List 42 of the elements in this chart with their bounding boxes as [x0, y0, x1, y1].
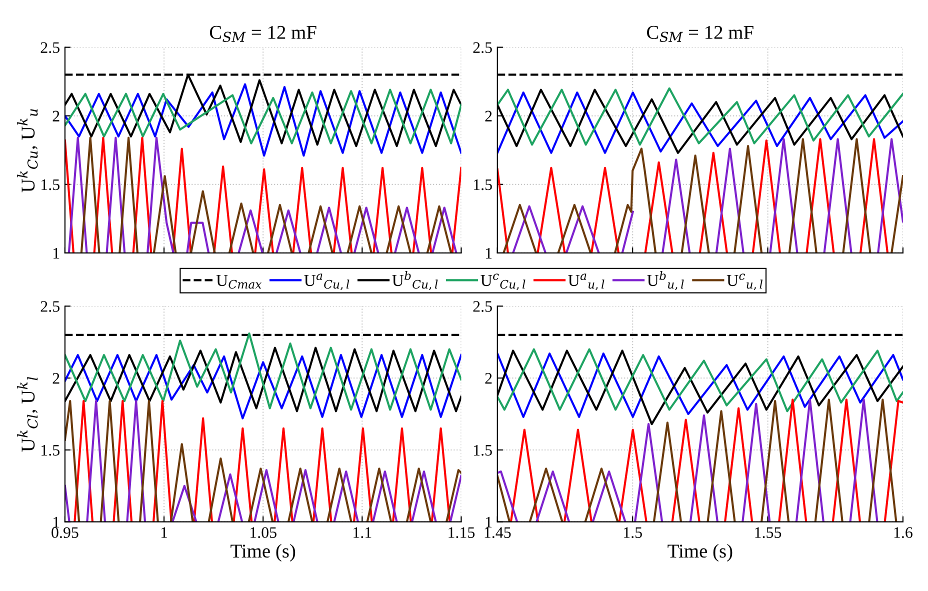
chart-title: C$_{SM}$ = 12 mF	[210, 26, 316, 42]
legend-label: U$^{c}$$_{u,l}$	[726, 274, 763, 290]
y-tick-label: 2	[52, 373, 60, 384]
legend-label: U$^{a}$$_{Cu,l}$	[304, 274, 350, 290]
legend-label: U$^{a}$$_{u,l}$	[568, 274, 604, 290]
line-series	[64, 88, 462, 144]
y-tick-label: 1	[54, 248, 60, 258]
y-tick-label: 2.5	[40, 42, 60, 54]
x-tick-label: 1.6	[894, 527, 912, 538]
y-tick-label: 1.5	[474, 179, 492, 190]
line-series	[64, 83, 462, 157]
y-tick-label: 2.5	[473, 301, 492, 312]
x-tick-label: 1.5	[624, 527, 642, 538]
y-tick-label: 1	[486, 516, 492, 528]
x-tick-label: 1.55	[755, 527, 782, 538]
y-tick-label: 1	[486, 248, 492, 258]
x-tick-label: 1.1	[354, 527, 372, 538]
legend-label: U$_{Cmax}$	[216, 274, 262, 289]
y-tick-label: 2.5	[40, 301, 60, 312]
line-series	[64, 332, 462, 411]
x-axis-title: Time (s)	[668, 544, 732, 562]
legend-label: U$^{b}$$_{Cu,l}$	[392, 270, 438, 290]
x-axis-title: Time (s)	[230, 544, 296, 562]
line-series	[64, 354, 462, 420]
y-tick-label: 1.5	[474, 444, 492, 456]
x-tick-label: 1.15	[448, 527, 475, 538]
legend-label: U$^{b}$$_{u,l}$	[647, 270, 684, 290]
x-tick-label: 1	[161, 527, 168, 538]
y-tick-label: 1	[54, 516, 60, 528]
chart-title: C$_{SM}$ = 12 mF	[647, 26, 754, 42]
y-tick-label: 1.5	[42, 179, 60, 190]
y-tick-label: 2	[485, 373, 492, 384]
y-tick-label: 1.5	[42, 444, 60, 456]
y-axis-title: U$^{k}$$_{Cl}$, U$^{k}$$_{l}$	[17, 377, 38, 452]
y-tick-label: 2.5	[473, 42, 492, 54]
x-tick-label: 1.45	[484, 527, 511, 538]
x-tick-label: 1.05	[250, 527, 276, 538]
x-tick-label: 0.95	[52, 527, 78, 538]
legend-label: U$^{c}$$_{Cu,l}$	[480, 274, 526, 290]
y-axis-title: U$^{k}$$_{Cu}$, U$^{k}$$_{u}$	[17, 109, 38, 192]
y-tick-label: 2	[485, 110, 492, 122]
y-tick-label: 2	[52, 110, 60, 122]
